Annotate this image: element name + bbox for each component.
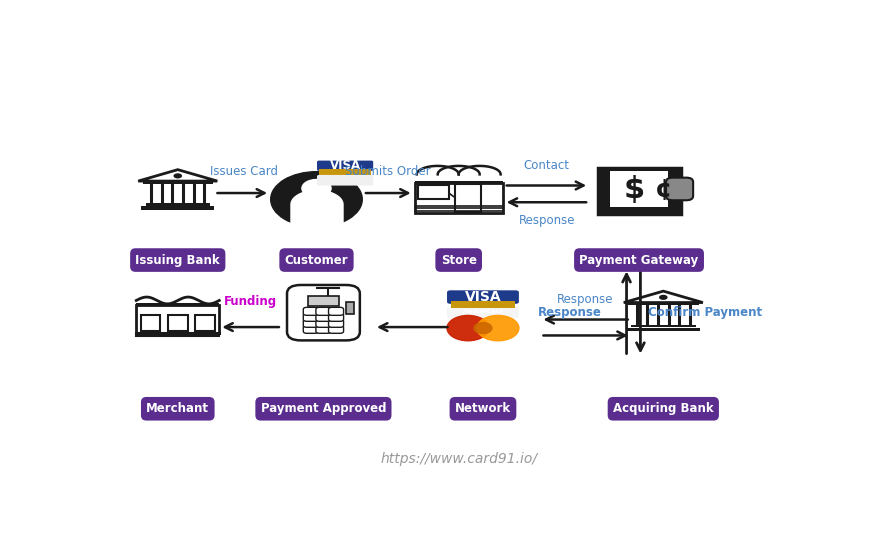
Text: Funding: Funding	[224, 295, 277, 308]
Text: Response: Response	[518, 214, 574, 227]
FancyBboxPatch shape	[168, 316, 188, 331]
FancyBboxPatch shape	[328, 319, 343, 327]
FancyBboxPatch shape	[630, 325, 695, 327]
FancyBboxPatch shape	[346, 302, 354, 314]
Circle shape	[474, 323, 492, 333]
FancyBboxPatch shape	[316, 160, 373, 171]
Polygon shape	[458, 166, 500, 175]
FancyBboxPatch shape	[665, 178, 692, 200]
FancyBboxPatch shape	[140, 316, 160, 331]
Text: MasterCard: MasterCard	[462, 309, 502, 314]
Text: Merchant: Merchant	[146, 402, 209, 415]
Text: Store: Store	[440, 254, 477, 267]
Text: Acquiring Bank: Acquiring Bank	[612, 402, 713, 415]
FancyBboxPatch shape	[316, 175, 373, 186]
FancyBboxPatch shape	[446, 290, 519, 304]
FancyBboxPatch shape	[626, 327, 699, 331]
Polygon shape	[417, 166, 458, 175]
Text: Contact: Contact	[523, 159, 569, 172]
FancyBboxPatch shape	[446, 306, 519, 318]
FancyBboxPatch shape	[628, 302, 698, 305]
FancyBboxPatch shape	[303, 313, 318, 322]
FancyBboxPatch shape	[414, 183, 502, 213]
FancyBboxPatch shape	[303, 307, 318, 316]
FancyBboxPatch shape	[414, 181, 502, 184]
Text: Customer: Customer	[284, 254, 348, 267]
FancyBboxPatch shape	[142, 181, 213, 184]
FancyBboxPatch shape	[316, 313, 331, 322]
FancyBboxPatch shape	[328, 325, 343, 333]
FancyBboxPatch shape	[328, 313, 343, 322]
FancyBboxPatch shape	[308, 295, 339, 306]
Circle shape	[173, 174, 181, 178]
FancyBboxPatch shape	[141, 206, 214, 209]
Text: Issuing Bank: Issuing Bank	[135, 254, 220, 267]
FancyBboxPatch shape	[316, 319, 331, 327]
Text: Payment Approved: Payment Approved	[260, 402, 385, 415]
FancyBboxPatch shape	[316, 325, 331, 333]
FancyBboxPatch shape	[146, 203, 210, 206]
FancyBboxPatch shape	[303, 325, 318, 333]
Polygon shape	[138, 170, 217, 181]
FancyBboxPatch shape	[136, 305, 219, 333]
FancyBboxPatch shape	[328, 307, 343, 316]
Text: Issues Card: Issues Card	[209, 165, 277, 178]
FancyBboxPatch shape	[316, 307, 331, 316]
Circle shape	[477, 316, 519, 341]
Circle shape	[446, 316, 488, 341]
Text: Confirm Payment: Confirm Payment	[647, 306, 761, 319]
Text: Payment Gateway: Payment Gateway	[578, 254, 698, 267]
Text: VISA: VISA	[464, 290, 501, 304]
FancyBboxPatch shape	[195, 316, 215, 331]
FancyBboxPatch shape	[136, 302, 219, 306]
FancyBboxPatch shape	[417, 185, 448, 200]
Text: $: $	[623, 175, 645, 204]
Text: ¢: ¢	[654, 177, 671, 201]
FancyBboxPatch shape	[454, 184, 480, 212]
FancyBboxPatch shape	[303, 319, 318, 327]
FancyBboxPatch shape	[597, 168, 679, 214]
FancyBboxPatch shape	[319, 169, 371, 177]
Text: Response: Response	[537, 306, 601, 319]
FancyBboxPatch shape	[609, 171, 668, 207]
Circle shape	[270, 172, 362, 227]
FancyBboxPatch shape	[450, 301, 515, 308]
Text: VISA: VISA	[329, 159, 360, 172]
Text: Submits Order: Submits Order	[345, 165, 430, 178]
Text: https://www.card91.io/: https://www.card91.io/	[380, 452, 536, 466]
Polygon shape	[623, 291, 702, 302]
FancyBboxPatch shape	[287, 285, 359, 341]
Circle shape	[658, 295, 667, 300]
Text: Network: Network	[454, 402, 510, 415]
Text: Response: Response	[557, 293, 613, 306]
Polygon shape	[437, 166, 479, 175]
Circle shape	[301, 180, 331, 197]
